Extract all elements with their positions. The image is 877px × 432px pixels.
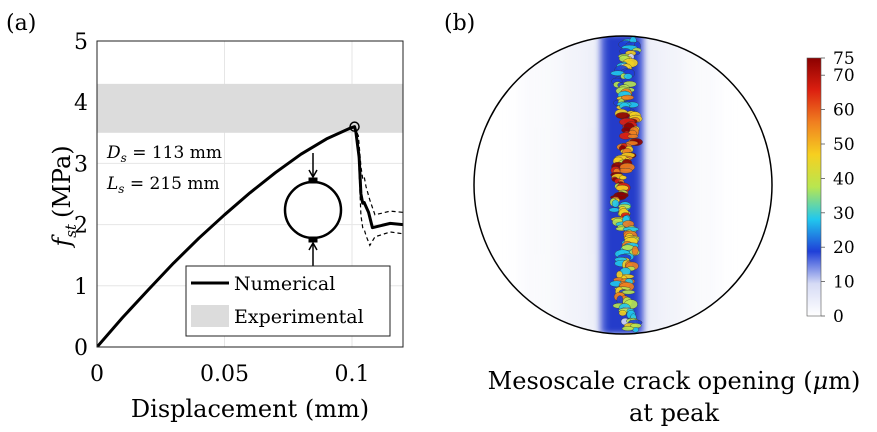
map-title-line1: Mesoscale crack opening (μm): [488, 367, 861, 395]
y-axis-label: fst(MPa): [48, 145, 80, 248]
colorbar-tick-label: 70: [833, 66, 855, 86]
crack-segment: [615, 112, 631, 120]
numerical-series-line: [97, 125, 403, 347]
y-tick-label: 1: [74, 275, 88, 300]
line-chart: 0 0.05 0.1 0 1 2 3 4 5 Displacement (mm) fst(MP…: [48, 30, 404, 423]
colorbar-fill: [806, 57, 822, 317]
y-tick-label: 2: [74, 214, 88, 239]
panel-label-b: (b): [444, 11, 475, 36]
x-tick-label: 0.05: [200, 362, 249, 387]
annotation-ds: Ds = 113 mm: [106, 143, 222, 165]
x-tick-label: 0: [90, 362, 104, 387]
crack-segment: [621, 94, 635, 101]
colorbar-tick-label: 50: [833, 135, 855, 155]
y-tick-label: 4: [74, 91, 88, 116]
crack-field: [520, 36, 720, 334]
y-tick-labels: 0 1 2 3 4 5: [74, 30, 88, 361]
plot-frame: [96, 40, 404, 348]
panel-label-a: (a): [6, 11, 36, 36]
colorbar-tick-label: 60: [833, 101, 855, 121]
crack-path: [608, 36, 643, 333]
crack-segment: [611, 199, 620, 208]
colorbar-tick-label: 40: [833, 169, 855, 189]
legend: Numerical Experimental: [185, 265, 391, 337]
crack-segment: [621, 326, 635, 331]
specimen-schematic: [283, 153, 343, 266]
peak-marker: [349, 121, 360, 132]
x-axis-label: Displacement (mm): [131, 395, 369, 423]
colorbar-tick-label: 75: [833, 49, 855, 69]
experimental-band: [97, 83, 403, 133]
legend-label-experimental: Experimental: [234, 306, 364, 328]
crack-segment: [627, 134, 639, 139]
crack-segment: [618, 309, 627, 317]
colorbar-tick-label: 10: [833, 273, 855, 293]
crack-segment: [631, 245, 639, 256]
map-title-line2: at peak: [629, 399, 719, 427]
crack-segment: [623, 73, 633, 80]
specimen-outline: [473, 35, 773, 335]
x-tick-label: 0.1: [335, 362, 370, 387]
legend-label-numerical: Numerical: [234, 273, 335, 295]
y-tick-label: 3: [74, 152, 88, 177]
colorbar-tick-label: 20: [833, 238, 855, 258]
y-tick-label: 5: [74, 30, 88, 55]
y-tick-label: 0: [74, 336, 88, 361]
crack-segment: [608, 207, 620, 213]
annotation-ls: Ls = 215 mm: [106, 174, 220, 196]
legend-swatch-experimental: [191, 305, 229, 327]
x-tick-labels: 0 0.05 0.1: [90, 362, 370, 387]
colorbar-tick-label: 30: [833, 204, 855, 224]
colorbar-tick-label: 0: [833, 307, 844, 327]
